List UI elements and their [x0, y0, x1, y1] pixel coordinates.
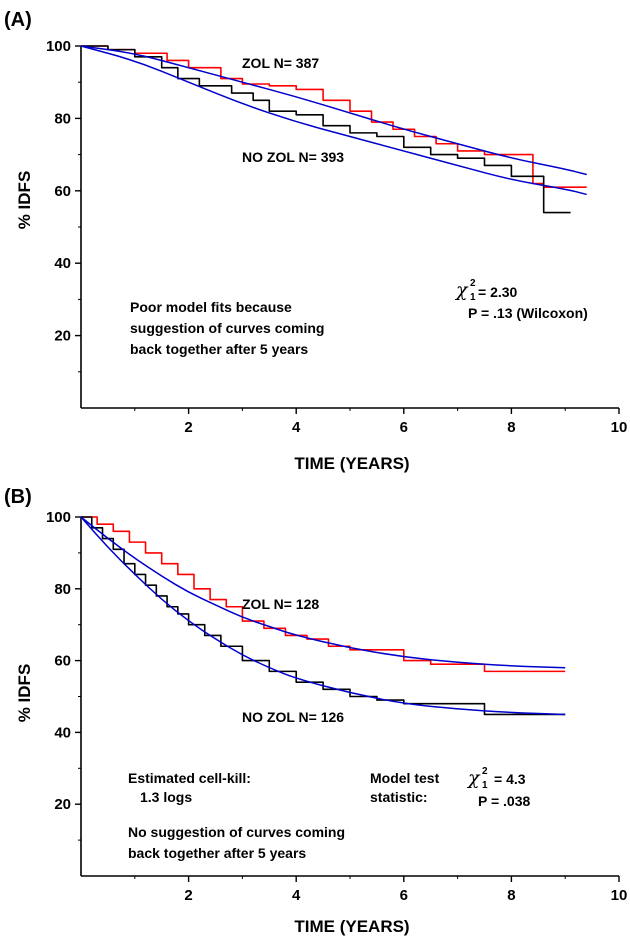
- panel-b-y-ticks: 20 40 60 80 100: [46, 509, 81, 841]
- panel-a-zol-label: ZOL N= 387: [242, 55, 319, 71]
- panel-b-label: (B): [4, 486, 32, 508]
- panel-a-x-tick-label: 10: [611, 419, 628, 436]
- panel-a-x-axis-title: TIME (YEARS): [294, 454, 409, 473]
- panel-b-note-line-2: back together after 5 years: [128, 845, 306, 861]
- panel-b-chi-symbol: χ: [466, 767, 481, 789]
- panel-b-y-tick-label: 80: [54, 581, 71, 598]
- panel-a-nozol-label: NO ZOL N= 393: [242, 149, 344, 165]
- panel-b-model-line-1: Model test: [370, 770, 440, 786]
- panel-a-line-zol-km: [81, 45, 587, 188]
- panel-b-x-tick-label: 4: [292, 887, 301, 904]
- panel-b-p-value: P = .038: [478, 793, 531, 809]
- panel-b-y-tick-label: 40: [54, 724, 71, 741]
- panel-b-line-zol-fit: [80, 516, 566, 669]
- panel-a-p-value: P = .13 (Wilcoxon): [468, 305, 588, 321]
- panel-b-y-tick-label: 60: [54, 653, 71, 670]
- panel-a-note-line-3: back together after 5 years: [130, 341, 308, 357]
- panel-b-x-tick-label: 10: [611, 887, 628, 904]
- panel-a-x-tick-label: 4: [292, 419, 301, 436]
- panel-b-x-ticks: 2 4 6 8 10: [134, 876, 628, 904]
- panel-a-x-ticks: 2 4 6 8 10: [134, 408, 628, 436]
- panel-b-x-tick-label: 6: [400, 887, 408, 904]
- panel-b-line-zol-km: [81, 516, 566, 673]
- panel-b-line-nozol-fit: [80, 516, 566, 716]
- panel-a-chi-value: = 2.30: [478, 284, 518, 300]
- panel-b-chi-sup: 2: [482, 766, 488, 777]
- panel-b-x-tick-label: 2: [184, 887, 192, 904]
- panel-a-note-line-2: suggestion of curves coming: [130, 320, 324, 336]
- panel-b-chi-sub: 1: [482, 780, 488, 791]
- panel-b-zol-label: ZOL N= 128: [242, 596, 319, 612]
- panel-a-y-tick-label: 80: [54, 110, 71, 127]
- panel-a-x-tick-label: 6: [400, 419, 408, 436]
- panel-a-y-tick-label: 40: [54, 255, 71, 272]
- panel-a-x-tick-label: 8: [507, 419, 515, 436]
- panel-a-y-tick-label: 20: [54, 328, 71, 345]
- panel-b-line-nozol-km: [81, 516, 566, 716]
- panel-a-chi-sub: 1: [470, 292, 476, 303]
- panel-b-x-axis-title: TIME (YEARS): [294, 917, 409, 936]
- panel-a-y-tick-label: 60: [54, 183, 71, 200]
- panel-b-y-axis-title: % IDFS: [15, 664, 34, 723]
- panel-b-model-line-2: statistic:: [370, 789, 428, 805]
- panel-a-chi-sup: 2: [470, 278, 476, 289]
- panel-a-line-nozol-fit: [80, 45, 587, 196]
- panel-a-y-tick-label: 100: [46, 38, 71, 55]
- panel-b-chi-value: = 4.3: [494, 771, 526, 787]
- panel-a-series: [80, 45, 587, 214]
- panel-b-y-tick-label: 20: [54, 796, 71, 813]
- panel-a-x-tick-label: 2: [184, 419, 192, 436]
- panel-a: (A) 20 40 60 80 100 2 4 6 8 10 % IDFS TIME (YEAR…: [4, 9, 627, 473]
- panel-b-nozol-label: NO ZOL N= 126: [242, 709, 344, 725]
- panel-b: (B) 20 40 60 80 100 2 4 6 8 10 % IDFS TIME (YEAR…: [4, 486, 627, 936]
- panel-b-y-tick-label: 100: [46, 509, 71, 526]
- panel-a-y-ticks: 20 40 60 80 100: [46, 38, 81, 373]
- panel-a-line-zol-fit: [80, 45, 587, 176]
- panel-a-line-nozol-km: [81, 45, 571, 214]
- panel-b-series: [80, 516, 566, 716]
- panel-b-x-tick-label: 8: [507, 887, 515, 904]
- panel-b-cell-kill-line-2: 1.3 logs: [140, 789, 192, 805]
- panel-a-y-axis-title: % IDFS: [15, 171, 34, 230]
- panel-a-label: (A): [4, 9, 32, 31]
- panel-b-note-line-1: No suggestion of curves coming: [128, 824, 345, 840]
- panel-b-cell-kill-line-1: Estimated cell-kill:: [128, 770, 251, 786]
- panel-a-chi-symbol: χ: [454, 279, 469, 301]
- panel-a-note-line-1: Poor model fits because: [130, 299, 292, 315]
